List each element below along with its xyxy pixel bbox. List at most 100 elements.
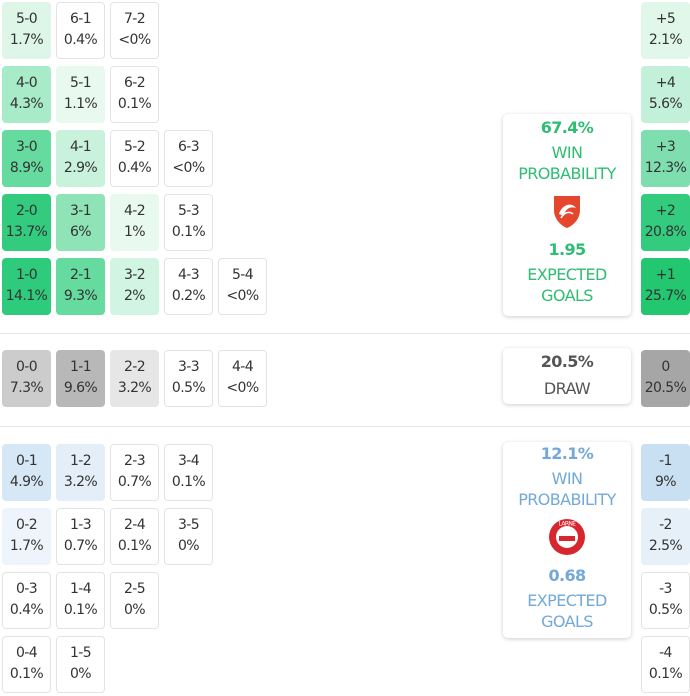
score-label: 4-4 <box>231 359 254 375</box>
score-label: 2-2 <box>123 359 146 375</box>
score-label: 5-0 <box>15 11 38 27</box>
score-label: 5-1 <box>69 75 92 91</box>
scoreline-cell: 0-2 1.7% <box>2 508 51 565</box>
probability-label: 0% <box>123 602 146 618</box>
scoreline-cell: 6-1 0.4% <box>56 2 105 59</box>
probability-label: 8.9% <box>9 160 44 176</box>
home-win-pct: 67.4% <box>540 118 594 137</box>
probability-label: 2.9% <box>63 160 98 176</box>
score-label: 3-1 <box>69 203 92 219</box>
scoreline-cell: 1-0 14.1% <box>2 258 51 315</box>
score-label: 7-2 <box>123 11 146 27</box>
probability-label: 0.1% <box>117 538 152 554</box>
margin-cell: +4 5.6% <box>641 66 690 123</box>
probability-label: 0.7% <box>117 474 152 490</box>
probability-label: 2% <box>123 288 146 304</box>
score-label: 6-3 <box>177 139 200 155</box>
probability-label: 9% <box>654 474 677 490</box>
margin-cell: -3 0.5% <box>641 572 690 629</box>
away-win-pct: 12.1% <box>540 444 594 463</box>
probability-label: 5.6% <box>648 96 683 112</box>
scoreline-cell: 0-0 7.3% <box>2 350 51 407</box>
divider <box>0 426 690 427</box>
scoreline-cell: 3-1 6% <box>56 194 105 251</box>
scoreline-cell: 4-4 <0% <box>218 350 267 407</box>
scoreline-cell: 5-2 0.4% <box>110 130 159 187</box>
score-label: 2-0 <box>15 203 38 219</box>
score-label: +2 <box>655 203 676 219</box>
scoreline-cell: 1-1 9.6% <box>56 350 105 407</box>
scoreline-cell: 0-4 0.1% <box>2 636 51 693</box>
probability-label: 14.1% <box>5 288 48 304</box>
probability-label: 0.1% <box>648 666 683 682</box>
score-label: 1-4 <box>69 581 92 597</box>
score-label: +4 <box>655 75 676 91</box>
scoreline-cell: 4-2 1% <box>110 194 159 251</box>
scoreline-cell: 3-2 2% <box>110 258 159 315</box>
scoreline-cell: 3-3 0.5% <box>164 350 213 407</box>
away-team-crest-icon: LARNE <box>549 519 585 555</box>
score-label: 1-0 <box>15 267 38 283</box>
probability-label: 9.6% <box>63 380 98 396</box>
scoreline-cell: 0-3 0.4% <box>2 572 51 629</box>
probability-label: 0.1% <box>117 96 152 112</box>
scoreline-cell: 3-4 0.1% <box>164 444 213 501</box>
scoreline-cell: 1-5 0% <box>56 636 105 693</box>
probability-label: 4.9% <box>9 474 44 490</box>
probability-label: 0.2% <box>171 288 206 304</box>
scoreline-cell: 1-3 0.7% <box>56 508 105 565</box>
scoreline-cell: 2-2 3.2% <box>110 350 159 407</box>
probability-label: 1% <box>123 224 146 240</box>
probability-label: 1.1% <box>63 96 98 112</box>
probability-label: 1.7% <box>9 32 44 48</box>
score-label: 6-1 <box>69 11 92 27</box>
margin-cell: -2 2.5% <box>641 508 690 565</box>
probability-label: 25.7% <box>644 288 687 304</box>
scoreline-cell: 6-2 0.1% <box>110 66 159 123</box>
probability-label: 13.7% <box>5 224 48 240</box>
probability-label: 9.3% <box>63 288 98 304</box>
score-label: 1-5 <box>69 645 92 661</box>
scoreline-cell: 2-4 0.1% <box>110 508 159 565</box>
probability-label: 0.1% <box>63 602 98 618</box>
score-label: 4-0 <box>15 75 38 91</box>
probability-label: 12.3% <box>644 160 687 176</box>
scoreline-cell: 0-1 4.9% <box>2 444 51 501</box>
probability-label: 3.2% <box>117 380 152 396</box>
home-xg: 1.95 <box>548 240 586 259</box>
scoreline-cell: 2-5 0% <box>110 572 159 629</box>
probability-label: 6% <box>69 224 92 240</box>
draw-card: 20.5% DRAW <box>503 348 631 404</box>
probability-label: 7.3% <box>9 380 44 396</box>
scoreline-cell: 3-0 8.9% <box>2 130 51 187</box>
home-xg-label: EXPECTED GOALS <box>527 265 607 305</box>
margin-cell: +2 20.8% <box>641 194 690 251</box>
probability-label: 20.5% <box>644 380 687 396</box>
probability-label: 0.1% <box>171 474 206 490</box>
probability-label: 0% <box>177 538 200 554</box>
score-label: 4-1 <box>69 139 92 155</box>
score-label: 4-2 <box>123 203 146 219</box>
margin-cell: -1 9% <box>641 444 690 501</box>
probability-label: 2.5% <box>648 538 683 554</box>
home-team-crest-icon <box>554 196 580 228</box>
score-label: 0-0 <box>15 359 38 375</box>
margin-cell: -4 0.1% <box>641 636 690 693</box>
score-label: +5 <box>655 11 676 27</box>
score-label: +1 <box>655 267 676 283</box>
margin-cell: +1 25.7% <box>641 258 690 315</box>
probability-label: 3.2% <box>63 474 98 490</box>
score-label: 3-5 <box>177 517 200 533</box>
score-label: +3 <box>655 139 676 155</box>
margin-cell: +3 12.3% <box>641 130 690 187</box>
score-label: 1-2 <box>69 453 92 469</box>
away-win-label: WIN PROBABILITY <box>518 469 616 509</box>
score-label: 3-2 <box>123 267 146 283</box>
probability-label: <0% <box>172 160 205 176</box>
score-label: 0 <box>661 359 670 375</box>
scoreline-cell: 4-0 4.3% <box>2 66 51 123</box>
score-label: 5-4 <box>231 267 254 283</box>
probability-label: 0.5% <box>171 380 206 396</box>
scoreline-cell: 3-5 0% <box>164 508 213 565</box>
score-label: 2-5 <box>123 581 146 597</box>
